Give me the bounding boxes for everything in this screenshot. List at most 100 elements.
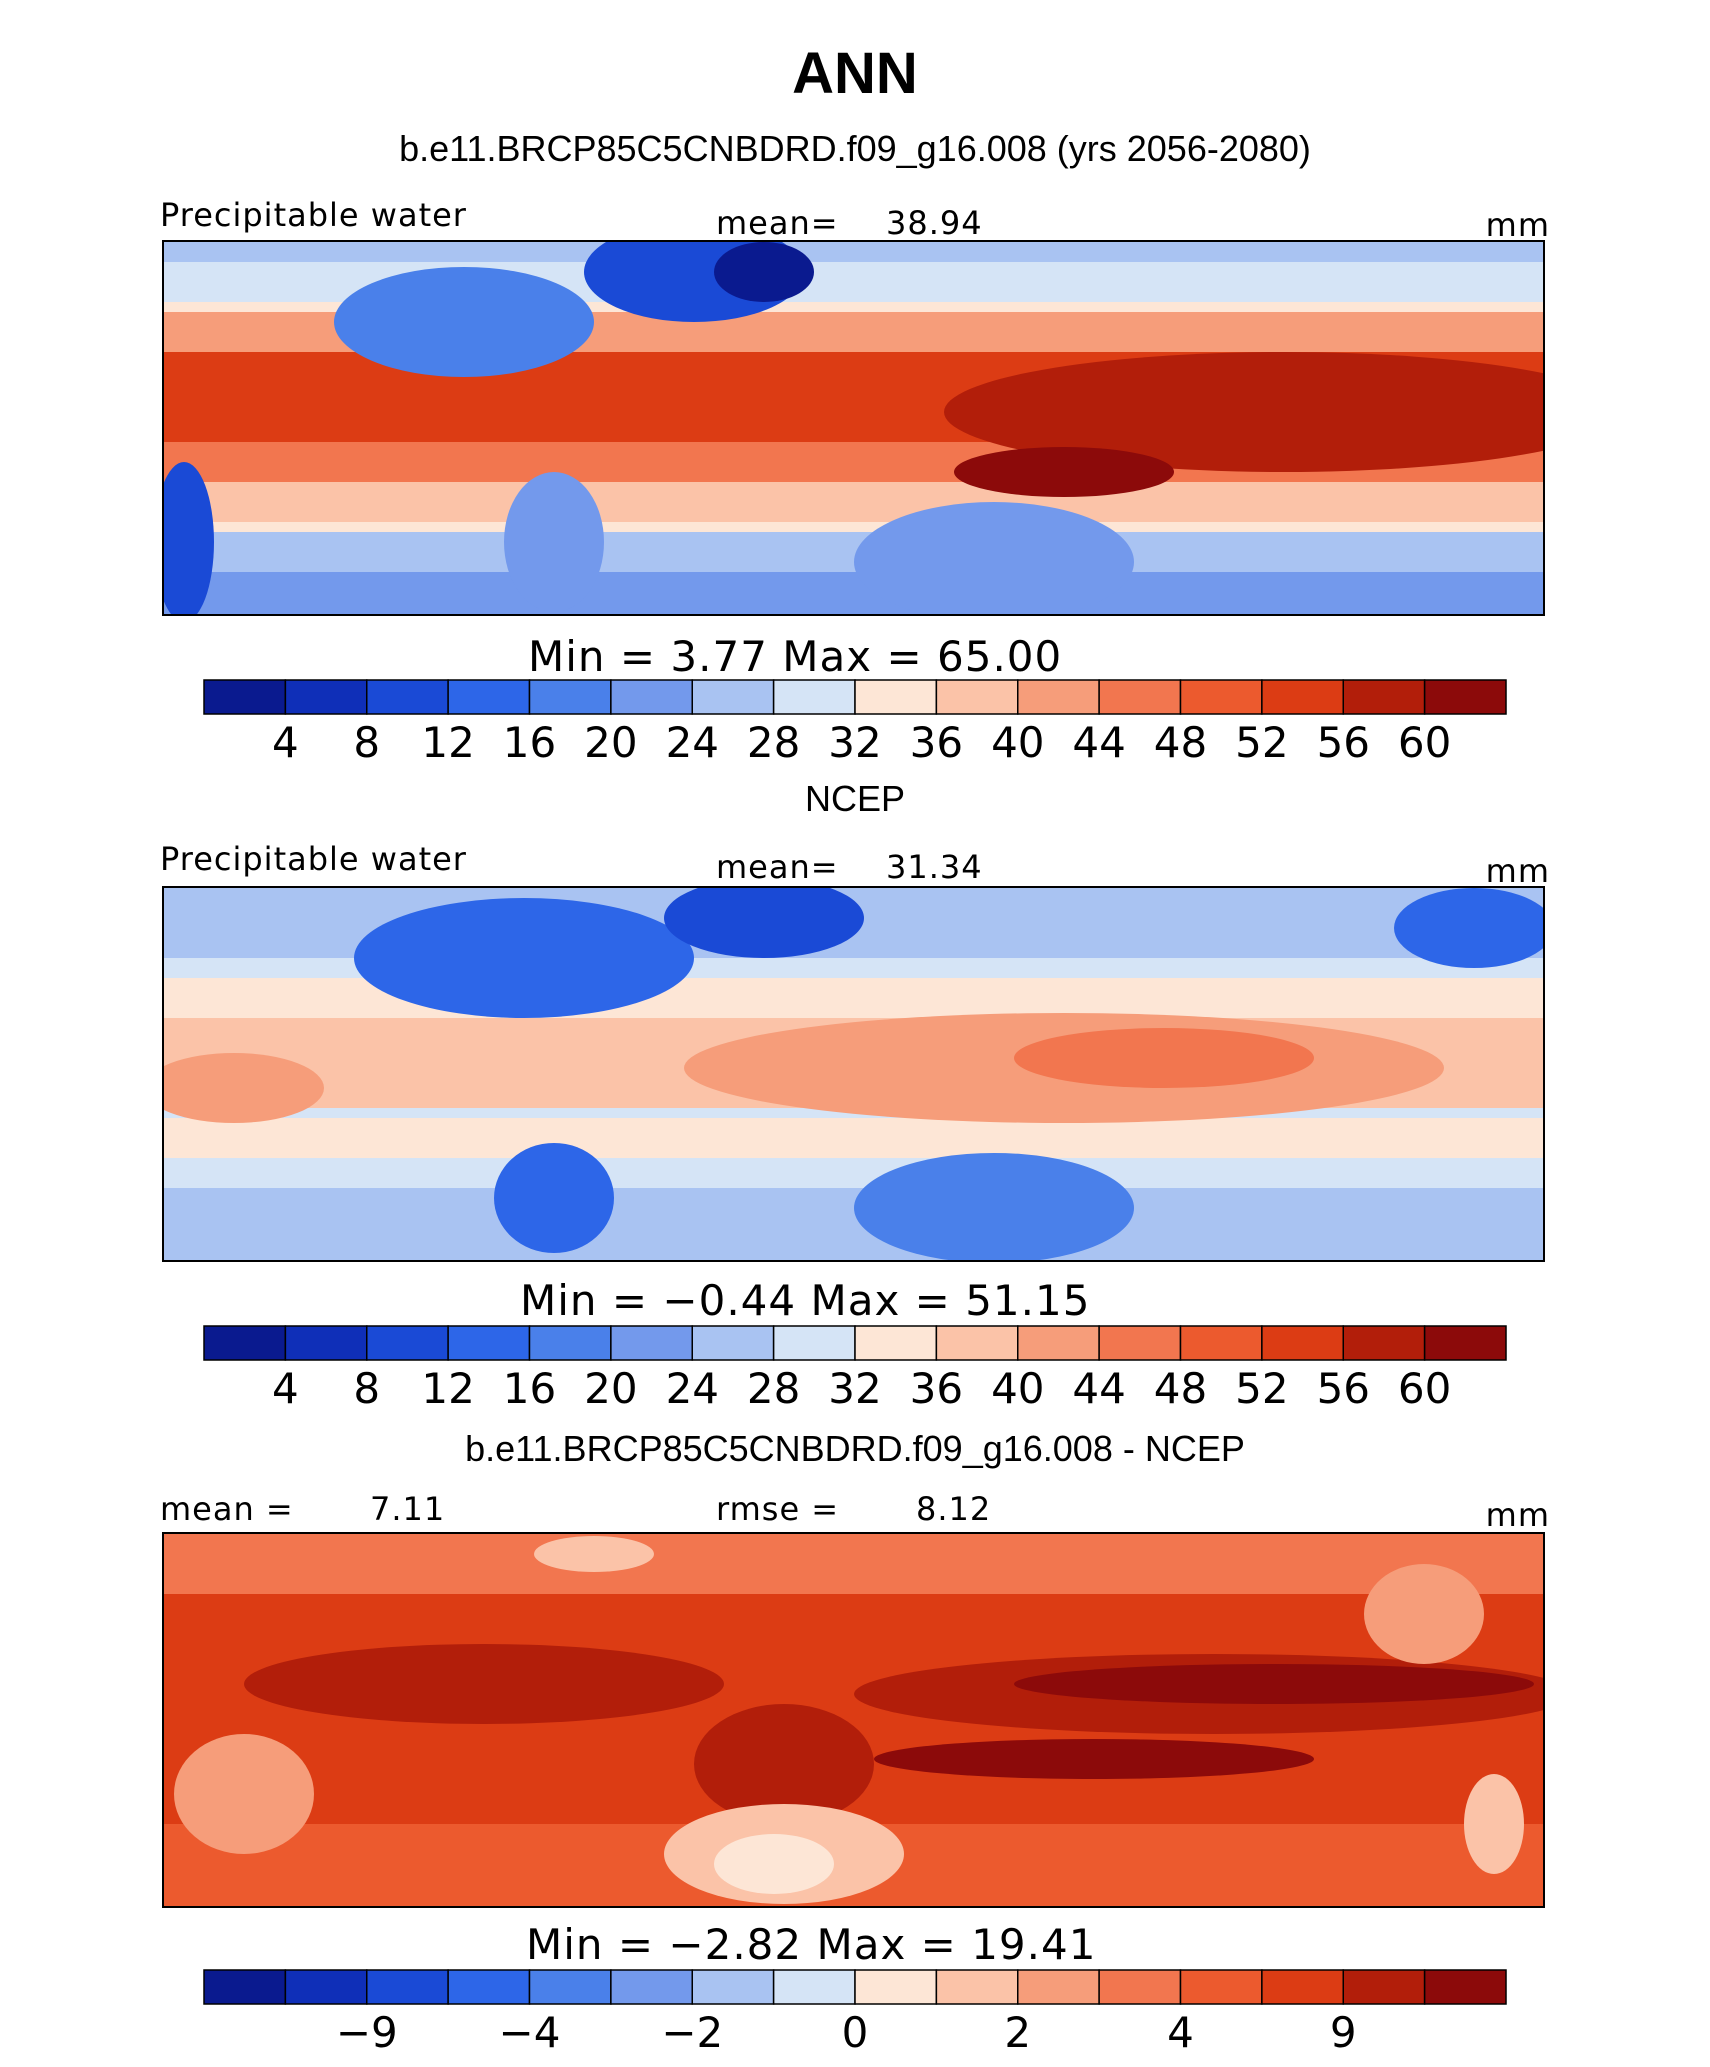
colorbar-3-swatch-13	[1179, 1969, 1263, 2005]
panel-1-colorbar-ticks: 4 8 12 16 20 24 28 32 36 40 44 48 52 56 60	[204, 718, 1506, 767]
panel-1-min-max: Min = 3.77 Max = 65.00	[528, 632, 1063, 681]
colorbar-2-swatch-3	[366, 1325, 449, 1361]
colorbar-1-swatch-16	[1423, 679, 1507, 715]
colorbar-1-tick-label: 12	[421, 718, 475, 767]
colorbar-2-swatch-5	[528, 1325, 612, 1361]
panel-3-field-plot	[164, 1534, 1543, 1906]
colorbar-1-swatch-11	[1017, 679, 1100, 715]
colorbar-1-tick-label: 48	[1153, 718, 1208, 767]
colorbar-1-swatch-2	[284, 679, 368, 715]
colorbar-1-tick-label: 16	[502, 718, 557, 767]
colorbar-2-tick-label: 8	[353, 1364, 381, 1413]
colorbar-2-swatch-4	[447, 1325, 531, 1361]
panel-1-mean-value: 38.94	[886, 204, 983, 242]
colorbar-1-swatch-3	[366, 679, 449, 715]
main-title: ANN	[792, 41, 918, 106]
colorbar-2-swatch-1	[203, 1325, 287, 1361]
colorbar-3-swatch-15	[1342, 1969, 1426, 2005]
colorbar-3-swatch-3	[366, 1969, 449, 2005]
panel-1-title: b.e11.BRCP85C5CNBDRD.f09_g16.008 (yrs 20…	[399, 128, 1311, 169]
colorbar-1-tick-label: 24	[665, 718, 720, 767]
colorbar-3-tick-label: 0	[841, 2008, 869, 2057]
panel-2-map	[162, 886, 1545, 1262]
panel-2-title: NCEP	[804, 778, 906, 819]
colorbar-2-tick-label: 60	[1397, 1364, 1452, 1413]
colorbar-3-swatch-16	[1423, 1969, 1507, 2005]
panel-1-field-plot	[164, 242, 1543, 614]
colorbar-1-swatch-6	[610, 679, 694, 715]
colorbar-1-swatch-5	[528, 679, 612, 715]
colorbar-3-swatch-1	[203, 1969, 287, 2005]
colorbar-1-swatch-13	[1179, 679, 1263, 715]
panel-2-field-label: Precipitable water	[160, 840, 467, 878]
panel-3-map	[162, 1532, 1545, 1908]
colorbar-1-tick-label: 44	[1072, 718, 1126, 767]
colorbar-2-swatch-10	[935, 1325, 1019, 1361]
colorbar-2-tick-label: 56	[1316, 1364, 1371, 1413]
colorbar-2-tick-label: 20	[584, 1364, 638, 1413]
colorbar-2-swatch-8	[772, 1325, 856, 1361]
colorbar-3-swatch-2	[284, 1969, 368, 2005]
colorbar-2-swatch-15	[1342, 1325, 1426, 1361]
panel-2-colorbar	[203, 1325, 1507, 1361]
colorbar-2-swatch-14	[1261, 1325, 1345, 1361]
colorbar-2-swatch-2	[284, 1325, 368, 1361]
panel-3-rmse-value: 8.12	[916, 1490, 992, 1528]
colorbar-1-tick-label: 60	[1397, 718, 1452, 767]
colorbar-1-tick-label: 20	[584, 718, 638, 767]
panel-3-colorbar	[203, 1969, 1507, 2005]
colorbar-2-tick-label: 28	[746, 1364, 801, 1413]
panel-3-colorbar-ticks: −9 −4 −2 0 2 4 9	[204, 2008, 1506, 2057]
colorbar-2-tick-label: 48	[1153, 1364, 1208, 1413]
colorbar-3-tick-label: 9	[1329, 2008, 1357, 2057]
colorbar-1-swatch-1	[203, 679, 287, 715]
colorbar-3-swatch-9	[854, 1969, 938, 2005]
colorbar-2-swatch-13	[1179, 1325, 1263, 1361]
panel-2-colorbar-ticks: 4 8 12 16 20 24 28 32 36 40 44 48 52 56 60	[204, 1364, 1506, 1413]
panel-3-units: mm	[1485, 1496, 1550, 1534]
panel-3-title: b.e11.BRCP85C5CNBDRD.f09_g16.008 - NCEP	[465, 1428, 1245, 1469]
panel-3-min-max: Min = −2.82 Max = 19.41	[526, 1920, 1097, 1969]
colorbar-2-tick-label: 16	[502, 1364, 557, 1413]
colorbar-1-tick-label: 56	[1316, 718, 1371, 767]
colorbar-2-tick-label: 12	[421, 1364, 475, 1413]
colorbar-3-swatch-6	[610, 1969, 694, 2005]
colorbar-3-swatch-12	[1098, 1969, 1182, 2005]
colorbar-2-swatch-12	[1098, 1325, 1182, 1361]
colorbar-2-swatch-16	[1423, 1325, 1507, 1361]
colorbar-3-swatch-14	[1261, 1969, 1345, 2005]
colorbar-3-swatch-8	[772, 1969, 856, 2005]
colorbar-1-swatch-10	[935, 679, 1019, 715]
panel-3-rmse-label: rmse =	[716, 1490, 840, 1528]
colorbar-1-tick-label: 4	[272, 718, 299, 767]
colorbar-2-swatch-9	[854, 1325, 938, 1361]
colorbar-3-swatch-11	[1017, 1969, 1100, 2005]
colorbar-3-swatch-7	[691, 1969, 775, 2005]
colorbar-1-tick-label: 28	[746, 718, 801, 767]
panel-1-units: mm	[1485, 206, 1550, 244]
colorbar-3-tick-label: −2	[661, 2008, 724, 2057]
panel-3-mean-value: 7.11	[370, 1490, 446, 1528]
colorbar-1-tick-label: 32	[828, 718, 882, 767]
colorbar-3-tick-label: −9	[335, 2008, 398, 2057]
panel-3-mean-label: mean =	[160, 1490, 294, 1528]
colorbar-2-swatch-11	[1017, 1325, 1100, 1361]
colorbar-3-swatch-4	[447, 1969, 531, 2005]
panel-2-min-max: Min = −0.44 Max = 51.15	[520, 1276, 1091, 1325]
colorbar-1-tick-label: 36	[909, 718, 964, 767]
colorbar-1-swatch-12	[1098, 679, 1182, 715]
panel-1-map	[162, 240, 1545, 616]
panel-1-mean-label: mean=	[716, 204, 839, 242]
colorbar-2-swatch-7	[691, 1325, 775, 1361]
panel-1-field-label: Precipitable water	[160, 196, 467, 234]
panel-2-units: mm	[1485, 852, 1550, 890]
colorbar-1-tick-label: 40	[991, 718, 1045, 767]
colorbar-1-tick-label: 52	[1235, 718, 1289, 767]
colorbar-1-swatch-7	[691, 679, 775, 715]
colorbar-1-tick-label: 8	[353, 718, 381, 767]
panel-2-mean-value: 31.34	[886, 848, 983, 886]
colorbar-1-swatch-9	[854, 679, 938, 715]
colorbar-3-tick-label: 2	[1004, 2008, 1032, 2057]
colorbar-1-swatch-8	[772, 679, 856, 715]
colorbar-1-swatch-4	[447, 679, 531, 715]
